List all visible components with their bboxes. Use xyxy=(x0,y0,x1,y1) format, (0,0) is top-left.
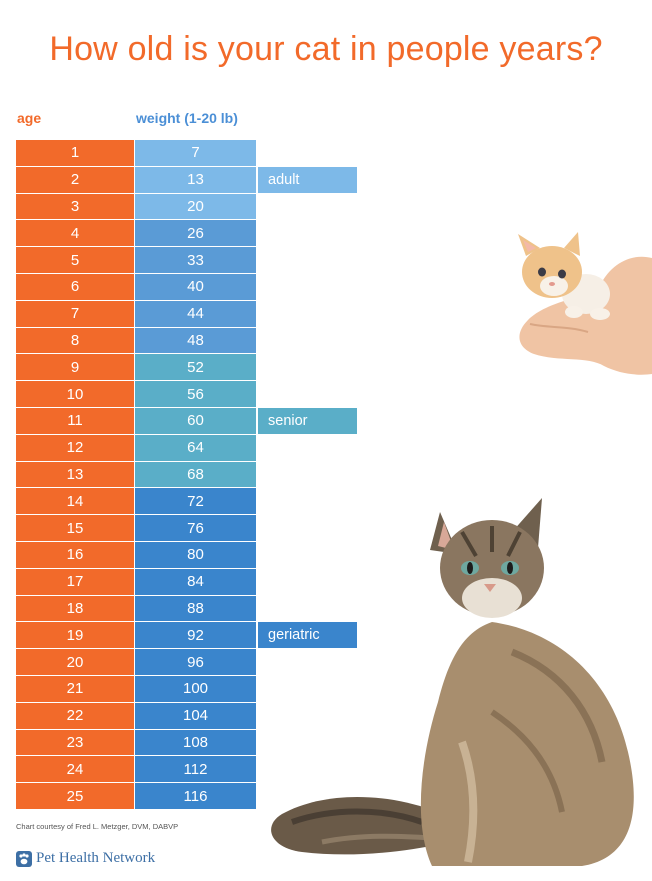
age-cell: 6 xyxy=(16,273,135,301)
human-years-cell: 76 xyxy=(135,515,256,542)
table-row: 14 72 xyxy=(16,488,256,516)
table-row: 10 56 xyxy=(16,381,256,408)
human-years-cell: 13 xyxy=(135,166,256,194)
age-cell: 8 xyxy=(16,327,135,355)
age-cell: 7 xyxy=(16,300,135,328)
table-row: 11 60 xyxy=(16,407,256,435)
page-title: How old is your cat in people years? xyxy=(49,30,603,68)
human-years-cell: 84 xyxy=(135,568,256,596)
brand-logo[interactable]: Pet Health Network xyxy=(16,850,155,867)
human-years-cell: 112 xyxy=(135,756,256,784)
human-years-cell: 80 xyxy=(135,541,256,569)
table-row: 21 100 xyxy=(16,675,256,703)
age-cell: 22 xyxy=(16,702,135,730)
human-years-cell: 72 xyxy=(135,488,256,516)
age-cell: 3 xyxy=(16,193,135,221)
table-row: 25 116 xyxy=(16,783,256,810)
age-cell: 12 xyxy=(16,434,135,462)
age-cell: 11 xyxy=(16,407,135,435)
table-row: 13 68 xyxy=(16,461,256,489)
paw-logo-icon xyxy=(16,850,32,867)
human-years-cell: 116 xyxy=(135,783,256,810)
life-stage-label-senior: senior xyxy=(258,408,357,434)
table-row: 18 88 xyxy=(16,595,256,623)
age-cell: 1 xyxy=(16,140,135,167)
life-stage-label-adult: adult xyxy=(258,166,357,193)
human-years-cell: 64 xyxy=(135,434,256,462)
human-years-cell: 52 xyxy=(135,354,256,382)
table-row: 22 104 xyxy=(16,702,256,730)
human-years-cell: 40 xyxy=(135,273,256,301)
age-cell: 17 xyxy=(16,568,135,596)
human-years-cell: 26 xyxy=(135,220,256,248)
table-row: 12 64 xyxy=(16,434,256,462)
human-years-cell: 108 xyxy=(135,729,256,757)
weight-column-header: weight (1-20 lb) xyxy=(136,110,238,126)
table-row: 4 26 xyxy=(16,220,256,248)
age-cell: 9 xyxy=(16,354,135,382)
age-cell: 13 xyxy=(16,461,135,489)
table-row: 15 76 xyxy=(16,515,256,542)
table-row: 2 13 xyxy=(16,166,256,194)
table-row: 20 96 xyxy=(16,649,256,676)
table-row: 9 52 xyxy=(16,354,256,382)
kitten-in-hand-image xyxy=(518,232,652,375)
age-cell: 21 xyxy=(16,675,135,703)
sitting-cat-image xyxy=(271,498,634,866)
table-row: 17 84 xyxy=(16,568,256,596)
age-cell: 19 xyxy=(16,622,135,650)
human-years-cell: 56 xyxy=(135,381,256,408)
age-cell: 16 xyxy=(16,541,135,569)
human-years-cell: 33 xyxy=(135,247,256,274)
age-cell: 24 xyxy=(16,756,135,784)
human-years-cell: 20 xyxy=(135,193,256,221)
human-years-cell: 60 xyxy=(135,407,256,435)
age-cell: 15 xyxy=(16,515,135,542)
table-row: 7 44 xyxy=(16,300,256,328)
table-row: 16 80 xyxy=(16,541,256,569)
human-years-cell: 48 xyxy=(135,327,256,355)
age-conversion-table: 1 7 2 13 3 20 4 26 5 33 6 40 7 44 8 48 9 52 10 56 11 60 12 64 13… xyxy=(16,140,256,810)
human-years-cell: 96 xyxy=(135,649,256,676)
table-row: 23 108 xyxy=(16,729,256,757)
age-cell: 4 xyxy=(16,220,135,248)
brand-name: Pet Health Network xyxy=(36,850,156,866)
table-row: 6 40 xyxy=(16,273,256,301)
age-cell: 20 xyxy=(16,649,135,676)
life-stage-label-geriatric: geriatric xyxy=(258,622,357,649)
human-years-cell: 68 xyxy=(135,461,256,489)
human-years-cell: 7 xyxy=(135,140,256,167)
chart-credit: Chart courtesy of Fred L. Metzger, DVM, … xyxy=(16,822,179,831)
age-cell: 18 xyxy=(16,595,135,623)
human-years-cell: 104 xyxy=(135,702,256,730)
age-cell: 14 xyxy=(16,488,135,516)
table-row: 3 20 xyxy=(16,193,256,221)
table-row: 19 92 xyxy=(16,622,256,650)
age-cell: 10 xyxy=(16,381,135,408)
age-column-header: age xyxy=(17,110,42,126)
human-years-cell: 44 xyxy=(135,300,256,328)
age-cell: 23 xyxy=(16,729,135,757)
human-years-cell: 92 xyxy=(135,622,256,650)
table-row: 8 48 xyxy=(16,327,256,355)
age-cell: 2 xyxy=(16,166,135,194)
table-row: 5 33 xyxy=(16,247,256,274)
age-cell: 5 xyxy=(16,247,135,274)
human-years-cell: 88 xyxy=(135,595,256,623)
table-row: 24 112 xyxy=(16,756,256,784)
human-years-cell: 100 xyxy=(135,675,256,703)
age-cell: 25 xyxy=(16,783,135,810)
